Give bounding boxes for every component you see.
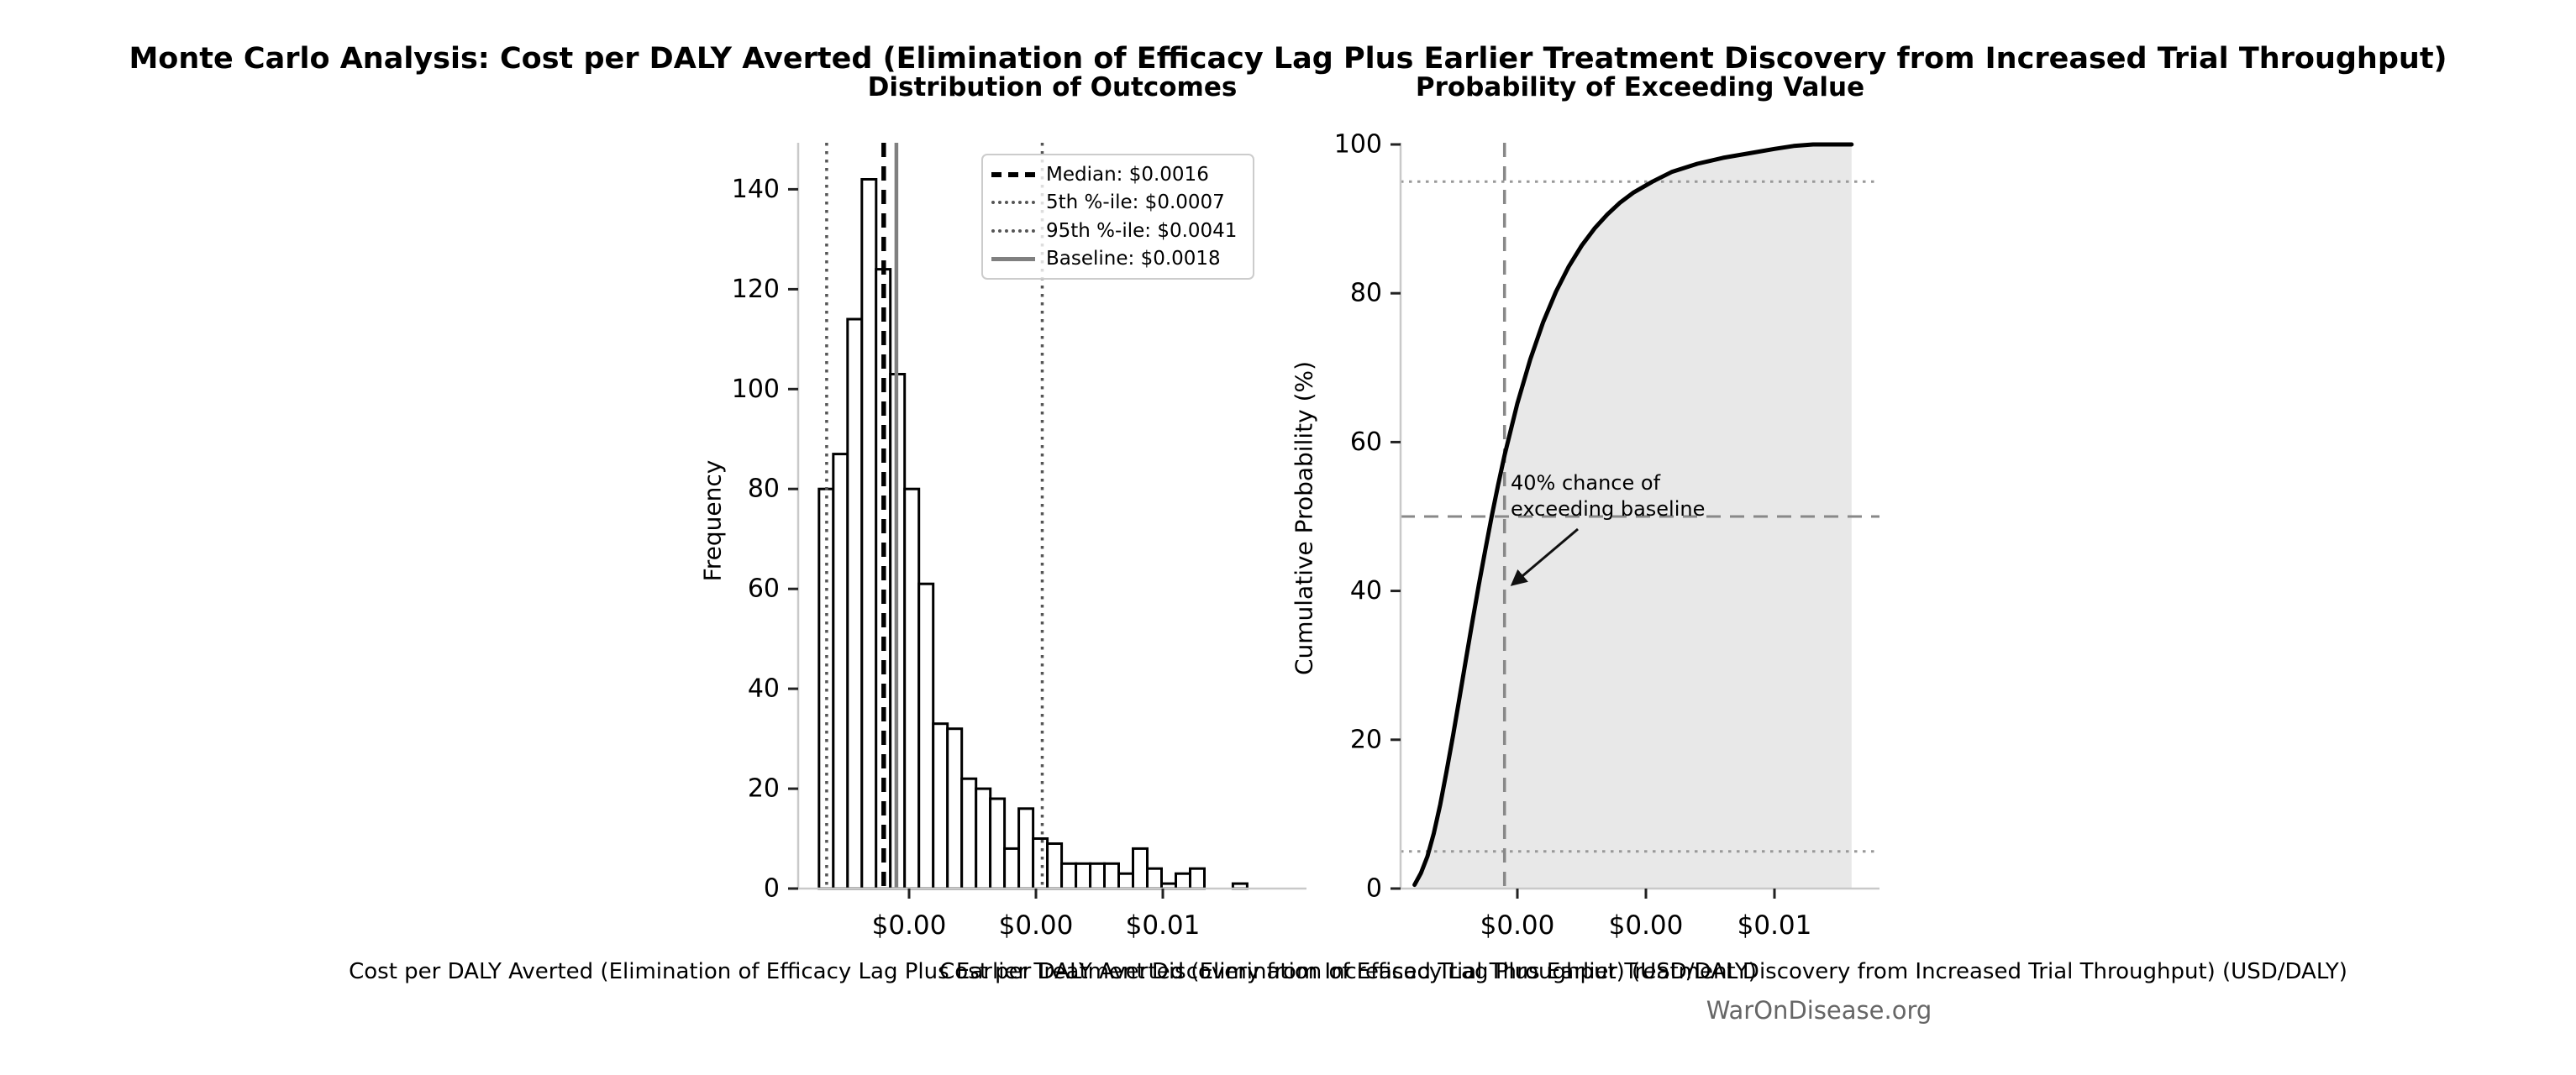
right-chart-title: Probability of Exceeding Value	[1415, 72, 1865, 102]
right-x-tick-label: $0.00	[1480, 910, 1555, 941]
right-y-tick-label: 0	[1366, 874, 1382, 904]
hist-bar-17	[1060, 862, 1078, 890]
figure-title: Monte Carlo Analysis: Cost per DALY Aver…	[129, 42, 2447, 76]
right-y-tick-label: 20	[1350, 725, 1382, 754]
cdf-area-fill	[1414, 144, 1852, 889]
legend-label-baseline: Baseline: $0.0018	[1046, 248, 1221, 270]
hist-bar-9	[946, 727, 964, 890]
right-x-tick-label: $0.01	[1737, 910, 1812, 941]
left-y-tick-label: 60	[748, 574, 780, 604]
right-y-tick-label: 80	[1350, 279, 1382, 308]
legend-item-p5: 5th %-ile: $0.0007	[991, 191, 1244, 213]
cdf-curve	[1412, 142, 1854, 888]
baseline-annotation: 40% chance of exceeding baseline	[1511, 470, 1705, 522]
legend: Median: $0.0016 5th %-ile: $0.0007 95th …	[981, 154, 1254, 280]
right-x-axis-label: Cost per DALY Averted (Elimination of Ef…	[939, 959, 2347, 984]
hist-bar-14	[1017, 807, 1035, 890]
hist-bar-11	[975, 787, 992, 890]
hist-bar-18	[1075, 862, 1092, 890]
hist-bar-25	[1175, 872, 1191, 890]
left-y-tick-label: 120	[732, 275, 780, 304]
hist-bar-13	[1003, 847, 1021, 890]
hist-bar-2	[846, 317, 864, 890]
hist-bar-21	[1117, 872, 1134, 890]
hist-bar-12	[989, 797, 1007, 890]
left-y-tick-label: 40	[748, 674, 780, 704]
right-y-axis-label: Cumulative Probability (%)	[1290, 360, 1318, 676]
left-chart-title: Distribution of Outcomes	[867, 72, 1238, 102]
hist-bar-20	[1103, 862, 1120, 890]
left-x-tick-label: $0.00	[999, 910, 1074, 941]
median-dashed-line-swatch	[991, 171, 1035, 177]
right-x-tick-label: $0.00	[1609, 910, 1684, 941]
hist-bar-16	[1046, 842, 1064, 890]
legend-label-median: Median: $0.0016	[1046, 163, 1209, 186]
left-x-tick-label: $0.01	[1126, 910, 1201, 941]
annotation-line-2: exceeding baseline	[1511, 497, 1706, 521]
right-y-tick-label: 60	[1350, 427, 1382, 457]
left-y-tick-label: 20	[748, 774, 780, 804]
hist-bar-10	[960, 777, 978, 890]
left-x-axis-label: Cost per DALY Averted (Elimination of Ef…	[349, 959, 1757, 984]
hist-bar-15	[1032, 837, 1049, 890]
legend-item-p95: 95th %-ile: $0.0041	[991, 220, 1244, 242]
legend-item-median: Median: $0.0016	[991, 164, 1244, 186]
hist-bar-7	[917, 582, 935, 890]
p5-dotted-line-swatch	[991, 201, 1035, 205]
left-y-tick-label: 80	[748, 475, 780, 504]
baseline-solid-line-swatch	[991, 256, 1035, 261]
left-y-tick-label: 0	[764, 874, 780, 904]
right-y-tick-label: 40	[1350, 576, 1382, 606]
legend-label-p95: 95th %-ile: $0.0041	[1046, 219, 1238, 242]
annotation-arrow	[1510, 527, 1579, 586]
hist-bar-26	[1189, 867, 1206, 890]
left-y-tick-label: 140	[732, 175, 780, 204]
legend-item-baseline: Baseline: $0.0018	[991, 248, 1244, 270]
hist-bar-19	[1089, 862, 1107, 890]
annotation-line-1: 40% chance of	[1511, 471, 1661, 495]
left-y-tick-label: 100	[732, 375, 780, 404]
hist-bar-1	[832, 453, 849, 890]
p95-dotted-line-swatch	[991, 228, 1035, 233]
hist-bar-8	[932, 722, 949, 890]
hist-bar-6	[903, 487, 921, 890]
left-y-axis-label: Frequency	[698, 459, 727, 582]
hist-bar-3	[860, 178, 878, 890]
hist-bar-23	[1146, 867, 1163, 890]
legend-label-p5: 5th %-ile: $0.0007	[1046, 191, 1225, 214]
left-x-tick-label: $0.00	[872, 910, 947, 941]
right-y-tick-label: 100	[1334, 130, 1382, 160]
watermark: WarOnDisease.org	[1706, 996, 1932, 1025]
hist-bar-22	[1132, 847, 1149, 890]
